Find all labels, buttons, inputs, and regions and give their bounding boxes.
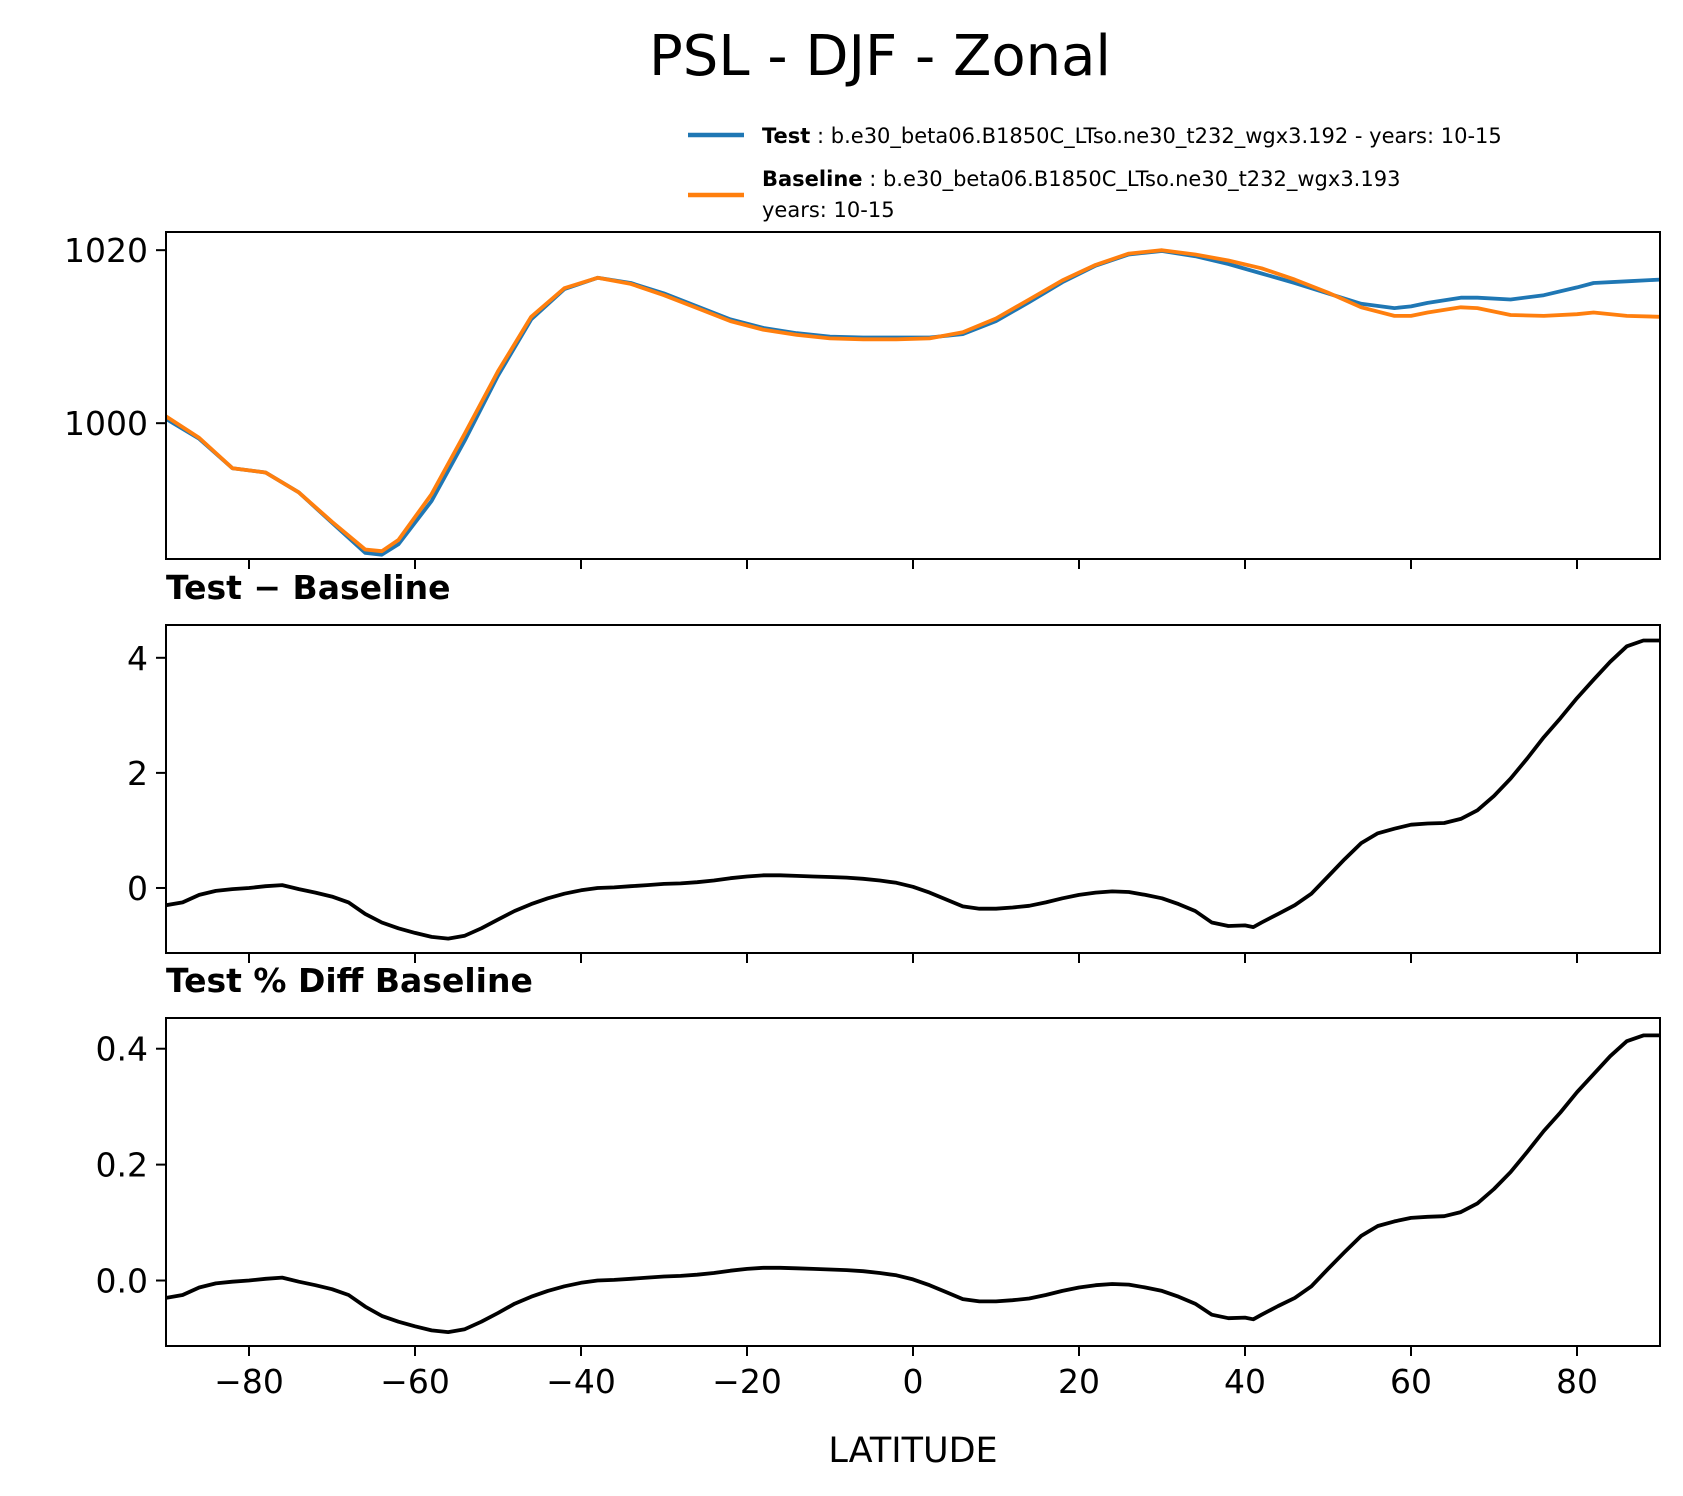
x-axis-label: LATITUDE xyxy=(828,1431,997,1471)
panel-2-y-tick-label: 2 xyxy=(127,754,148,793)
legend-sep-baseline: : xyxy=(863,167,883,191)
panel-1-y-tick-label: 1020 xyxy=(64,231,148,270)
legend-label-baseline: Baseline : b.e30_beta06.B1850C_LTso.ne30… xyxy=(762,167,1400,192)
x-tick-label: −80 xyxy=(214,1362,284,1401)
legend-name-test: Test xyxy=(762,124,810,148)
panel-3-series-test-diff-baseline-line xyxy=(166,1033,1660,1334)
panel-2-y-tick-label: 4 xyxy=(127,639,148,678)
x-tick-label: 40 xyxy=(1224,1362,1266,1401)
panel-1-series-test-line xyxy=(166,249,1660,557)
x-tick-label: 80 xyxy=(1556,1362,1598,1401)
panel-3-y-tick-label: 0.4 xyxy=(96,1030,148,1069)
panel-3-title: Test % Diff Baseline xyxy=(166,961,533,1000)
legend-desc-baseline: b.e30_beta06.B1850C_LTso.ne30_t232_wgx3.… xyxy=(883,167,1400,192)
panel-3-y-tick-label: 0.0 xyxy=(96,1262,148,1301)
x-tick-label: −40 xyxy=(546,1362,616,1401)
legend-label-test: Test : b.e30_beta06.B1850C_LTso.ne30_t23… xyxy=(762,124,1502,149)
legend-sep-test: : xyxy=(810,124,830,148)
panel-2-difference: 0 2 4 xyxy=(127,624,1661,963)
legend-desc2-baseline: years: 10-15 xyxy=(762,198,895,222)
panel-2-series-test-baseline-line xyxy=(166,638,1660,941)
legend-desc-test: b.e30_beta06.B1850C_LTso.ne30_t232_wgx3.… xyxy=(831,124,1502,149)
legend-name-baseline: Baseline xyxy=(762,167,863,191)
panel-3-percent-difference: −80 −60 −40 −20 0 20 40 60 80 0.0 0.2 0.4 xyxy=(96,1017,1661,1401)
panel-1-series-baseline-line xyxy=(166,248,1660,554)
x-tick-label: 0 xyxy=(903,1362,924,1401)
panel-1-axes-frame xyxy=(165,231,1661,560)
panel-1-mean-psl: 1000 1020 xyxy=(64,231,1661,569)
panel-1-y-tick-label: 1000 xyxy=(64,404,148,443)
panel-3-y-tick-label: 0.2 xyxy=(96,1146,148,1185)
x-tick-label: 60 xyxy=(1390,1362,1432,1401)
panel-2-y-tick-label: 0 xyxy=(127,869,148,908)
panel-3-axes-frame xyxy=(165,1017,1661,1347)
x-tick-label: 20 xyxy=(1058,1362,1100,1401)
figure-title: PSL - DJF - Zonal xyxy=(649,24,1111,89)
legend: Test : b.e30_beta06.B1850C_LTso.ne30_t23… xyxy=(688,124,1502,222)
panel-2-title: Test − Baseline xyxy=(166,568,451,607)
x-tick-label: −60 xyxy=(380,1362,450,1401)
x-tick-label: −20 xyxy=(712,1362,782,1401)
panel-2-axes-frame xyxy=(165,624,1661,954)
